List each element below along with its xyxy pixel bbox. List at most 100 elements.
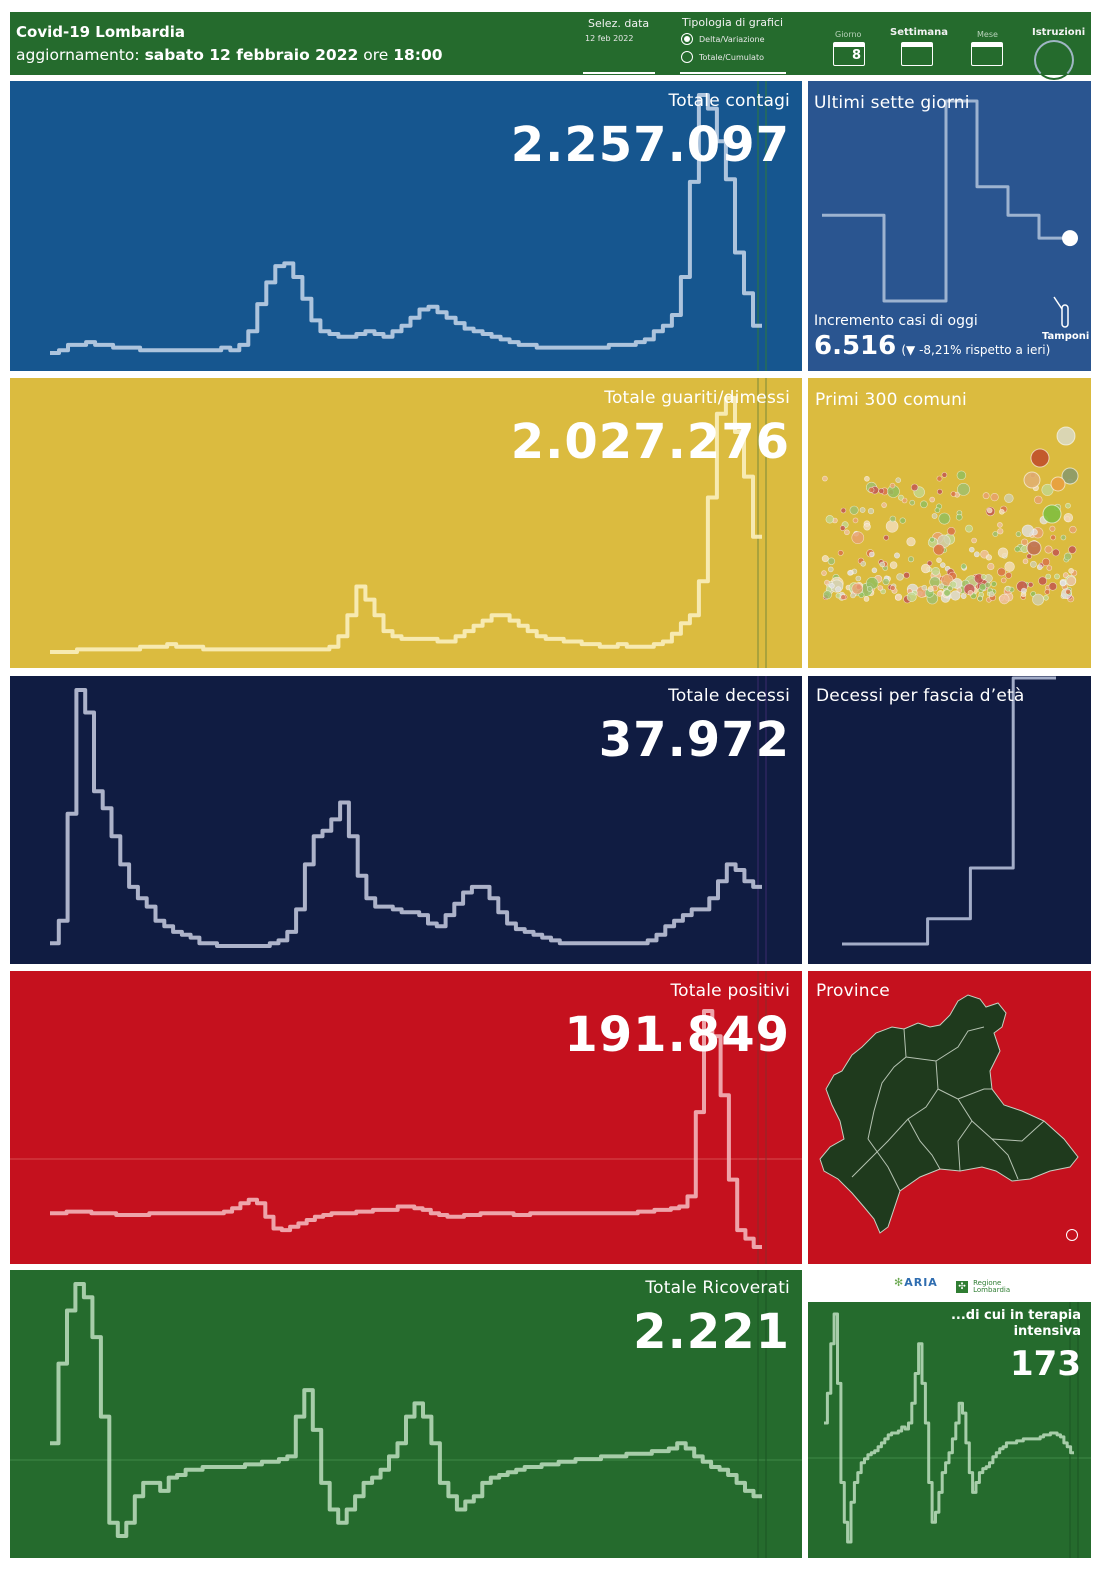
- comune-bubble[interactable]: [889, 482, 896, 489]
- comune-bubble[interactable]: [938, 512, 951, 525]
- comune-bubble[interactable]: [867, 508, 875, 515]
- comune-bubble[interactable]: [835, 592, 842, 599]
- comune-bubble[interactable]: [943, 589, 951, 597]
- comune-bubble[interactable]: [997, 528, 1004, 535]
- comune-bubble[interactable]: [936, 475, 943, 482]
- comune-bubble[interactable]: [950, 590, 961, 601]
- comune-bubble[interactable]: [894, 552, 901, 559]
- comune-bubble[interactable]: [889, 515, 897, 523]
- comune-bubble[interactable]: [903, 571, 910, 579]
- comune-bubble[interactable]: [883, 534, 889, 541]
- comune-bubble[interactable]: [977, 595, 983, 602]
- comune-bubble[interactable]: [840, 507, 847, 514]
- comune-bubble[interactable]: [967, 590, 974, 596]
- comune-bubble[interactable]: [825, 515, 834, 524]
- date-selector[interactable]: Selez. data 12 feb 2022: [583, 16, 655, 74]
- comune-bubble[interactable]: [863, 596, 870, 602]
- comune-bubble[interactable]: [941, 472, 948, 478]
- comune-bubble[interactable]: [1068, 545, 1077, 554]
- comune-bubble[interactable]: [1038, 576, 1047, 586]
- comune-bubble-large[interactable]: [1026, 540, 1042, 556]
- comune-bubble[interactable]: [1004, 493, 1014, 504]
- comune-bubble[interactable]: [1046, 565, 1053, 571]
- comune-bubble[interactable]: [1029, 560, 1037, 568]
- comune-bubble[interactable]: [881, 502, 887, 508]
- period-week-button[interactable]: Settimana: [888, 24, 948, 72]
- comune-bubble[interactable]: [889, 585, 896, 591]
- comune-bubble[interactable]: [931, 567, 940, 576]
- tamponi-button[interactable]: Tamponi: [1040, 295, 1090, 345]
- comune-bubble[interactable]: [851, 582, 864, 595]
- comune-bubble[interactable]: [997, 547, 1009, 558]
- comune-bubble[interactable]: [871, 567, 878, 574]
- comune-bubble[interactable]: [1015, 531, 1022, 537]
- comune-bubble[interactable]: [829, 583, 835, 589]
- comune-bubble[interactable]: [971, 537, 977, 544]
- comune-bubble[interactable]: [889, 561, 898, 569]
- comune-bubble[interactable]: [822, 475, 828, 482]
- comune-bubble[interactable]: [901, 497, 908, 504]
- comune-bubble[interactable]: [909, 499, 915, 506]
- comune-bubble[interactable]: [827, 566, 834, 573]
- comune-bubble[interactable]: [1041, 483, 1054, 496]
- comune-bubble[interactable]: [1059, 580, 1067, 587]
- comune-bubble[interactable]: [868, 486, 875, 493]
- comune-bubble[interactable]: [908, 556, 915, 563]
- comune-bubble[interactable]: [1069, 525, 1077, 534]
- comune-bubble[interactable]: [973, 551, 980, 558]
- comune-bubble[interactable]: [1043, 595, 1049, 601]
- comune-bubble[interactable]: [827, 557, 836, 565]
- comune-bubble[interactable]: [1032, 593, 1044, 606]
- comune-bubble[interactable]: [837, 549, 844, 556]
- comune-bubble[interactable]: [992, 531, 999, 537]
- comune-bubble[interactable]: [1027, 581, 1034, 588]
- comune-bubble[interactable]: [1005, 571, 1012, 579]
- comune-bubble[interactable]: [1045, 573, 1051, 580]
- option-delta[interactable]: Delta/Variazione: [699, 35, 765, 44]
- comune-bubble[interactable]: [1041, 557, 1051, 567]
- comune-bubble[interactable]: [960, 593, 967, 599]
- comune-bubble[interactable]: [999, 509, 1005, 515]
- comune-bubble[interactable]: [1068, 568, 1074, 574]
- comune-bubble-large[interactable]: [1030, 448, 1050, 468]
- comune-bubble[interactable]: [1022, 558, 1029, 565]
- comune-bubble[interactable]: [1044, 545, 1053, 554]
- comune-bubble[interactable]: [938, 583, 944, 590]
- comune-bubble[interactable]: [895, 477, 901, 483]
- comune-bubble[interactable]: [957, 483, 970, 496]
- comune-bubble[interactable]: [927, 586, 934, 593]
- comune-bubble[interactable]: [955, 513, 963, 521]
- comune-bubble[interactable]: [926, 560, 933, 567]
- comune-bubble[interactable]: [835, 586, 842, 593]
- comune-bubble[interactable]: [1066, 576, 1077, 586]
- comune-bubble[interactable]: [852, 517, 859, 524]
- zoom-icon[interactable]: [1066, 1229, 1078, 1241]
- comune-bubble[interactable]: [990, 492, 999, 502]
- option-totale[interactable]: Totale/Cumulato: [699, 53, 764, 62]
- comune-bubble[interactable]: [999, 593, 1010, 605]
- comune-bubble[interactable]: [936, 557, 942, 563]
- comune-bubble[interactable]: [910, 483, 919, 492]
- comune-bubble[interactable]: [1048, 582, 1058, 591]
- comune-bubble[interactable]: [982, 492, 990, 500]
- comune-bubble[interactable]: [885, 520, 899, 533]
- comune-bubble[interactable]: [986, 507, 993, 514]
- comune-bubble[interactable]: [1004, 561, 1015, 572]
- comune-bubble[interactable]: [987, 562, 995, 571]
- comune-bubble[interactable]: [997, 567, 1006, 577]
- comune-bubble[interactable]: [956, 470, 967, 481]
- comune-bubble[interactable]: [931, 513, 938, 519]
- comune-bubble[interactable]: [840, 594, 847, 600]
- comune-bubble[interactable]: [877, 585, 884, 591]
- comune-bubble[interactable]: [906, 537, 916, 547]
- comune-bubble[interactable]: [864, 476, 870, 482]
- comune-bubble[interactable]: [847, 570, 853, 576]
- comune-bubble[interactable]: [860, 561, 867, 567]
- comune-bubble[interactable]: [980, 574, 987, 580]
- comune-bubble[interactable]: [960, 563, 967, 570]
- comune-bubble[interactable]: [947, 585, 953, 592]
- comune-bubble[interactable]: [882, 578, 890, 586]
- chart-type-selector[interactable]: Tipologia di grafici Delta/Variazione To…: [680, 14, 790, 74]
- comune-bubble[interactable]: [1000, 577, 1007, 584]
- comune-bubble-large[interactable]: [1023, 471, 1041, 489]
